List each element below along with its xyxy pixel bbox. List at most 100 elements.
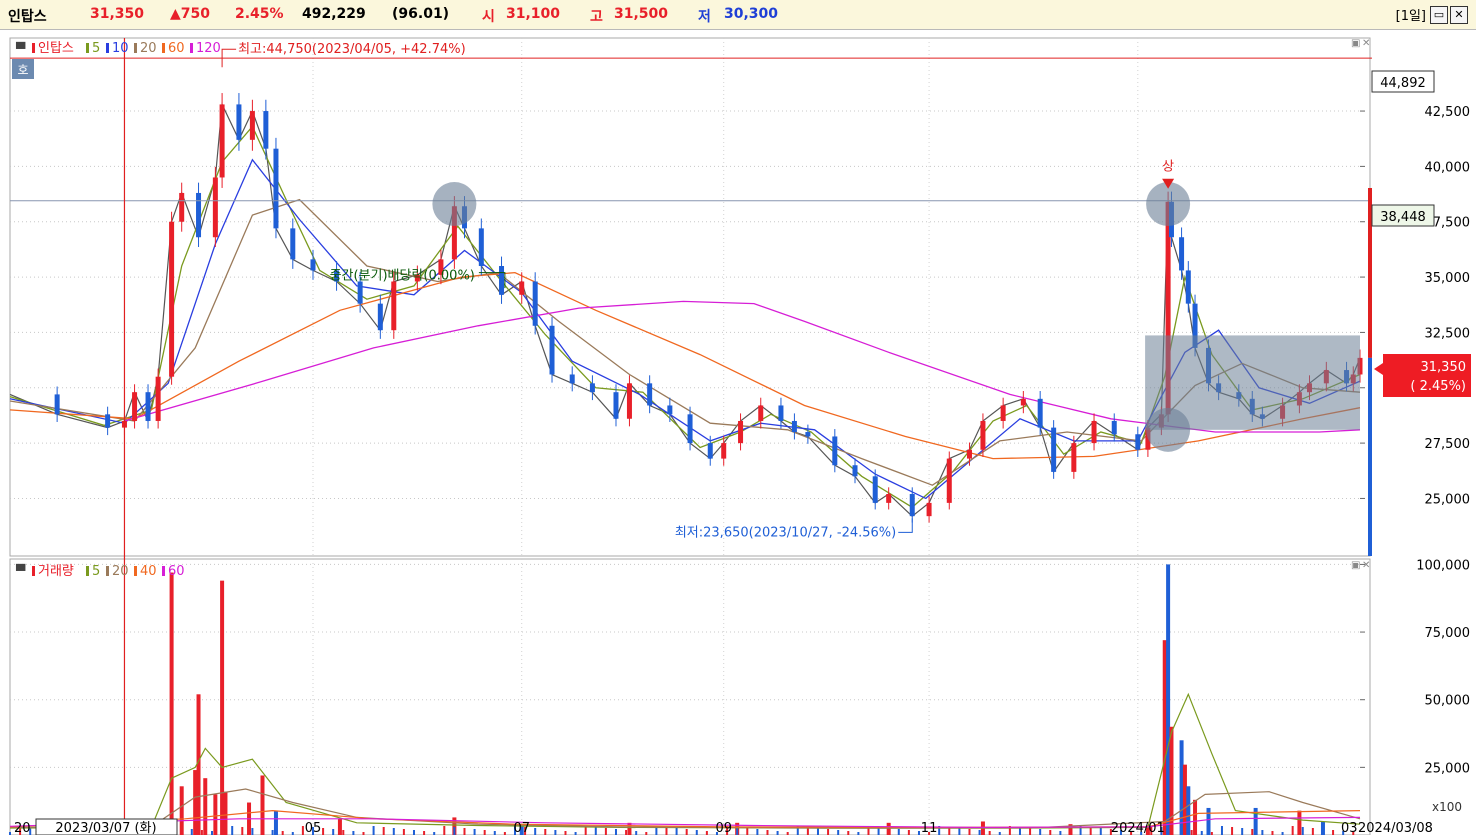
volume-bar-small	[928, 832, 931, 835]
volume-bar-small	[1069, 832, 1072, 835]
volume-panel-menu-icon[interactable]: ▀	[15, 563, 26, 578]
volume-bar-small	[231, 826, 234, 835]
volume-bar	[337, 818, 342, 835]
hoga-badge[interactable]: 호	[17, 63, 28, 77]
legend-label: 인탑스	[38, 41, 74, 56]
volume-bar-small	[200, 830, 203, 835]
volume-bar-small	[493, 831, 496, 835]
volume-bar	[213, 794, 218, 835]
volume-bar	[1166, 564, 1171, 835]
candle-body	[626, 383, 632, 419]
volume-bar-small	[614, 829, 617, 835]
legend-label: 5	[92, 564, 100, 579]
close-icon[interactable]: ✕	[1450, 5, 1468, 24]
volume-bar-small	[1089, 827, 1092, 835]
volume-bar-small	[948, 827, 951, 835]
candle-body	[212, 177, 218, 238]
open-label: 시	[482, 9, 495, 25]
candle-body	[1165, 201, 1171, 415]
volume-panel-close-icon[interactable]: ✕	[1362, 560, 1370, 571]
volume-bar-small	[816, 828, 819, 835]
volume-bar-small	[806, 827, 809, 835]
candle-body	[1037, 398, 1043, 428]
legend-swatch	[134, 566, 137, 576]
candle-body	[1179, 237, 1185, 271]
volume-bar-small	[655, 826, 658, 835]
price-panel-close-icon[interactable]: ✕	[1362, 38, 1370, 49]
volume-bar-small	[584, 826, 587, 835]
volume-bar-small	[19, 826, 22, 835]
volume-axis-label: 25,000	[1425, 761, 1471, 776]
candle-body	[647, 383, 653, 406]
volume-bars	[9, 564, 1355, 835]
candle-body	[872, 476, 878, 503]
hoga-badge-bg[interactable]	[12, 59, 34, 79]
symbol-header: 인탑스 31,350 ▲750 2.45% 492,229 (96.01) 시 …	[0, 0, 1476, 30]
volume-bar-small	[726, 826, 729, 835]
volume-bar	[196, 694, 201, 835]
volume-bar-small	[827, 829, 830, 835]
candle-body	[852, 465, 858, 477]
volume-bar-small	[221, 832, 224, 835]
volume-bar-small	[210, 831, 213, 835]
volume-bar-small	[382, 827, 385, 835]
legend-swatch	[134, 43, 137, 53]
volume-bar-small	[917, 831, 920, 835]
volume-bar-small	[1190, 830, 1193, 835]
price-axis-label: 35,000	[1425, 271, 1471, 286]
legend-swatch	[106, 43, 109, 53]
volume-bar-small	[433, 832, 436, 835]
candle-body	[1091, 420, 1097, 444]
legend-swatch	[32, 566, 35, 576]
volume-bar-small	[837, 830, 840, 835]
candle-body	[357, 281, 363, 304]
volume-bar-small	[1210, 832, 1213, 835]
price-legend: 인탑스 5 10 20 60 120	[32, 41, 221, 56]
candle-body	[832, 436, 838, 466]
volume-bar	[1068, 824, 1073, 835]
volume-bar-small	[1291, 826, 1294, 835]
stock-chart[interactable]: 최고:44,750(2023/04/05, +42.74%) 최저:23,650(…	[0, 30, 1476, 835]
volume-bar-small	[1301, 827, 1304, 835]
volume-bar-small	[29, 827, 32, 835]
price-axis-label: 37,500	[1425, 216, 1471, 231]
candle-body	[519, 281, 525, 295]
volume-bar-small	[1271, 831, 1274, 835]
volume-bar-small	[715, 832, 718, 835]
volume-bar-small	[958, 828, 961, 835]
volume-bar-small	[251, 828, 254, 835]
period-selector[interactable]: [1일]	[1395, 9, 1426, 24]
volume-bar	[1145, 825, 1150, 835]
mid-line-tag: 38,448	[1380, 210, 1426, 225]
volume-bar-small	[402, 829, 405, 835]
highlight-circle	[1146, 407, 1191, 452]
volume-panel-maximize-icon[interactable]: ▣	[1351, 560, 1360, 571]
current-price: 31,350	[90, 6, 145, 22]
volume-bar-small	[998, 832, 1001, 835]
volume-bar-small	[1170, 828, 1173, 835]
volume-bar-small	[544, 829, 547, 835]
price-axis-label: 40,000	[1425, 160, 1471, 175]
volume-bar-small	[988, 831, 991, 835]
price-panel-menu-icon[interactable]: ▀	[15, 41, 26, 56]
price-panel-maximize-icon[interactable]: ▣	[1351, 38, 1360, 49]
stock-name[interactable]: 인탑스	[8, 9, 47, 25]
volume-unit: x100	[1432, 800, 1462, 814]
volume-value: 492,229	[302, 6, 366, 22]
candle-body	[377, 303, 383, 331]
candle-body	[54, 394, 60, 415]
price-change: ▲750	[170, 6, 210, 22]
candle-body	[946, 458, 952, 503]
candle-body	[1020, 398, 1026, 406]
candle-body	[549, 325, 555, 375]
volume-bar-small	[483, 830, 486, 835]
minimize-icon[interactable]: ▭	[1430, 5, 1448, 24]
cursor-date: 2023/03/07 (화)	[55, 821, 156, 835]
candle-body	[1185, 270, 1191, 304]
volume-bar	[452, 817, 457, 835]
volume-bar-small	[513, 826, 516, 835]
volume-bar-small	[645, 832, 648, 835]
volume-bar-small	[1039, 829, 1042, 835]
candle-body	[273, 148, 279, 229]
candle-body	[236, 104, 242, 140]
